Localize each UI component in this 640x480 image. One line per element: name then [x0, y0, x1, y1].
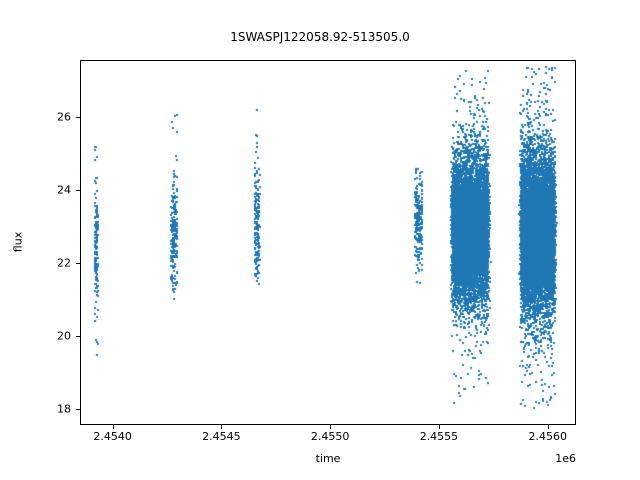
y-tick-mark: [76, 409, 80, 410]
x-tick-mark: [113, 425, 114, 429]
x-tick-label: 2.4555: [419, 430, 459, 443]
y-tick-mark: [76, 117, 80, 118]
chart-title: 1SWASPJ122058.92-513505.0: [230, 30, 410, 44]
y-tick-mark: [76, 190, 80, 191]
x-axis-label: time: [315, 452, 341, 465]
x-tick-label: 2.4540: [93, 430, 132, 443]
x-tick-label: 2.4550: [310, 430, 350, 443]
scatter-points-layer: [81, 61, 575, 424]
y-tick-label: 22: [57, 256, 71, 270]
y-tick-label: 24: [57, 183, 71, 197]
x-tick-label: 2.4545: [202, 430, 241, 443]
y-tick-mark: [76, 263, 80, 264]
y-tick-label: 26: [57, 110, 71, 124]
x-tick-mark: [548, 425, 549, 429]
x-tick-mark: [439, 425, 440, 429]
y-tick-label: 20: [57, 329, 71, 343]
y-tick-mark: [76, 336, 80, 337]
x-tick-mark: [221, 425, 222, 429]
y-axis-tick-group: 18 20 22 24 26: [0, 0, 71, 480]
x-tick-label: 2.4560: [528, 430, 567, 443]
plot-axes-area: [80, 60, 576, 425]
y-axis-label: flux: [11, 231, 25, 253]
y-tick-label: 18: [57, 402, 71, 416]
x-tick-mark: [330, 425, 331, 429]
x-axis-offset-label: 1e6: [555, 452, 576, 465]
